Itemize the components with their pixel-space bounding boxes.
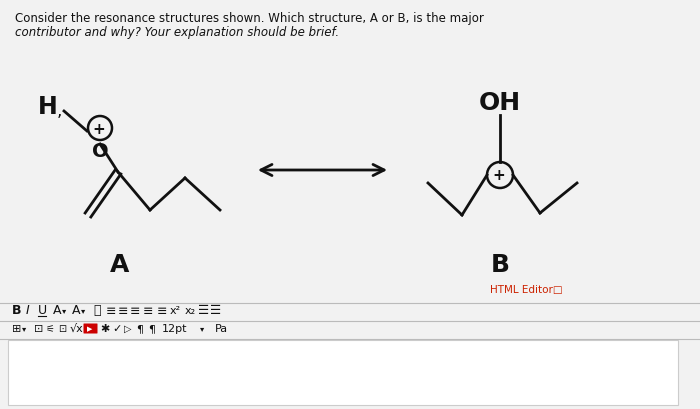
Text: ▾: ▾ [22, 324, 27, 333]
Text: ≡: ≡ [130, 304, 141, 317]
FancyBboxPatch shape [8, 340, 678, 405]
Text: contributor and why? Your explanation should be brief.: contributor and why? Your explanation sh… [15, 26, 339, 39]
Text: ⊡: ⊡ [34, 324, 43, 334]
Text: OH: OH [479, 91, 521, 115]
Text: H: H [38, 95, 58, 119]
Text: I: I [26, 304, 29, 317]
Text: U: U [38, 304, 47, 317]
Text: ✱: ✱ [100, 324, 109, 334]
Text: ▾: ▾ [200, 324, 204, 333]
Text: B: B [491, 253, 510, 277]
Text: ▾: ▾ [81, 306, 85, 315]
Text: ▶: ▶ [88, 326, 92, 332]
Text: A: A [72, 304, 80, 317]
FancyBboxPatch shape [83, 324, 97, 333]
Text: ≡: ≡ [143, 304, 153, 317]
Text: A: A [111, 253, 130, 277]
Text: ≡: ≡ [157, 304, 167, 317]
Text: +: + [493, 169, 505, 184]
Text: 12pt: 12pt [162, 324, 188, 334]
Text: ✓: ✓ [112, 324, 121, 334]
Text: +: + [92, 121, 106, 137]
Text: ☰: ☰ [210, 304, 221, 317]
Text: x²: x² [170, 306, 181, 316]
Text: A: A [53, 304, 62, 317]
Text: ¶: ¶ [148, 324, 155, 334]
Text: HTML Editor□: HTML Editor□ [490, 285, 563, 295]
Text: ⊞: ⊞ [12, 324, 22, 334]
Text: √x: √x [70, 324, 84, 334]
Text: ▾: ▾ [62, 306, 66, 315]
Text: Ɪ: Ɪ [93, 304, 101, 317]
Text: ☰: ☰ [198, 304, 209, 317]
Text: ¶: ¶ [136, 324, 143, 334]
Text: x₂: x₂ [185, 306, 196, 316]
Text: ⊡: ⊡ [58, 324, 66, 334]
Text: ≡: ≡ [106, 304, 116, 317]
Text: B: B [12, 304, 22, 317]
Text: O: O [92, 142, 108, 161]
Text: Consider the resonance structures shown. Which structure, A or B, is the major: Consider the resonance structures shown.… [15, 12, 484, 25]
Text: Pa: Pa [215, 324, 228, 334]
Text: ⚟: ⚟ [46, 324, 55, 334]
Text: ≡: ≡ [118, 304, 129, 317]
Text: ▷: ▷ [124, 324, 132, 334]
Text: ,: , [56, 102, 62, 120]
